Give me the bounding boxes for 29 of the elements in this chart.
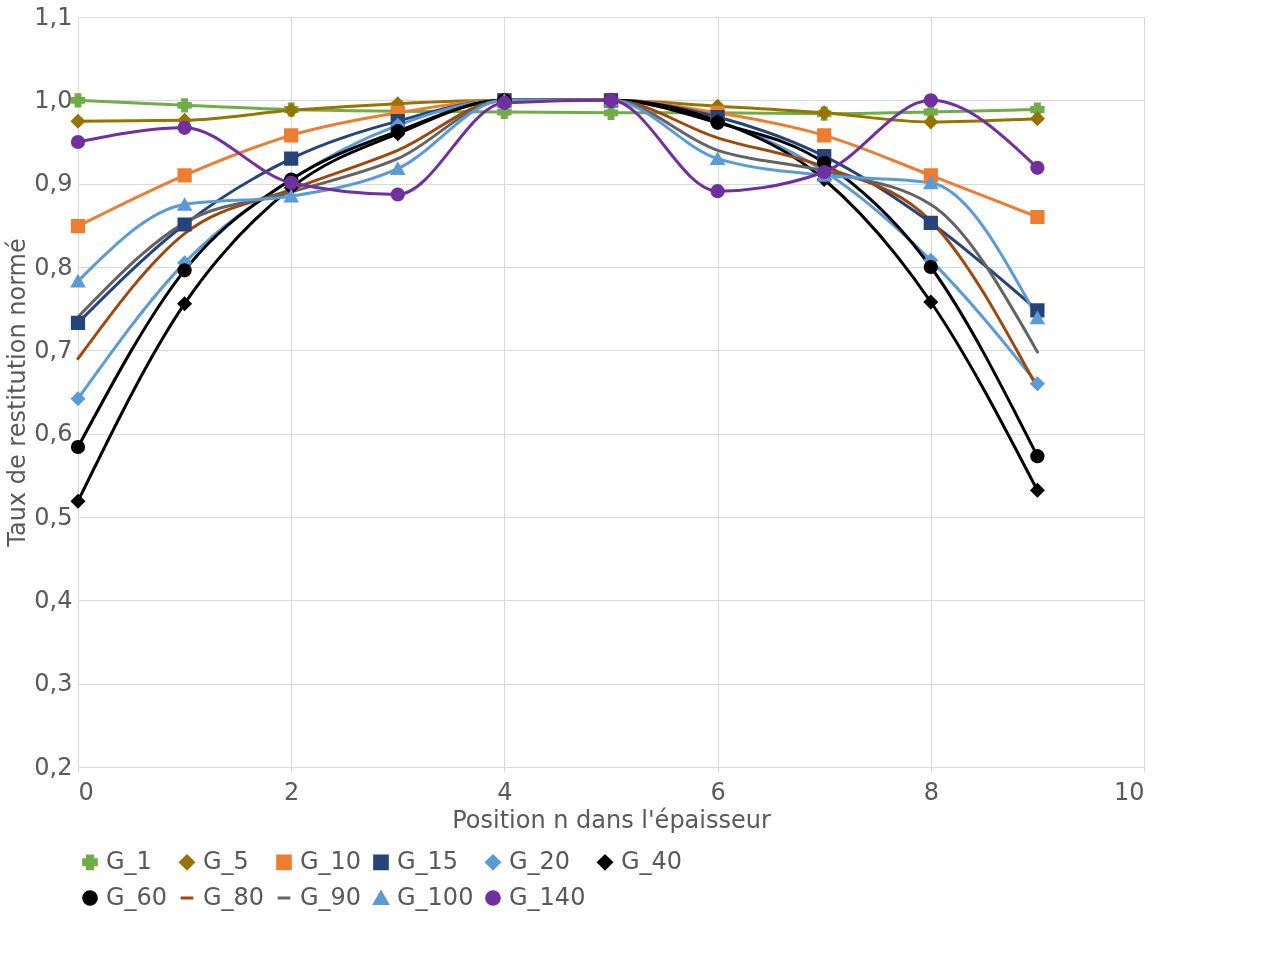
legend-label: G_10 (300, 847, 362, 876)
y-tick-label: 0,9 (34, 169, 73, 198)
y-axis-title: Taux de restitution normé (3, 238, 32, 548)
x-tick-label: 4 (497, 777, 513, 806)
legend-label: G_100 (397, 883, 474, 911)
x-tick-label: 2 (284, 777, 300, 806)
legend-label: G_80 (203, 883, 265, 911)
y-tick-label: 0,7 (34, 335, 73, 364)
y-tick-label: 0,2 (34, 752, 73, 781)
legend-label: G_5 (203, 847, 249, 876)
legend-label: G_20 (509, 847, 571, 876)
y-tick-label: 1,0 (34, 85, 73, 114)
x-tick-label: 6 (710, 777, 726, 806)
legend-label: G_15 (397, 847, 459, 876)
legend-label: G_140 (509, 883, 586, 911)
y-tick-label: 1,1 (34, 2, 73, 31)
legend-label: G_1 (106, 847, 152, 876)
y-tick-label: 0,3 (34, 669, 73, 698)
legend-label: G_60 (106, 883, 168, 911)
x-tick-label: 10 (1113, 777, 1145, 806)
legend-label: G_40 (621, 847, 683, 876)
y-tick-label: 0,8 (34, 252, 73, 281)
x-tick-label: 0 (78, 777, 94, 806)
y-tick-label: 0,4 (34, 585, 73, 614)
y-tick-label: 0,6 (34, 419, 73, 448)
y-tick-label: 0,5 (34, 502, 73, 531)
x-tick-label: 8 (923, 777, 939, 806)
legend-label: G_90 (300, 883, 362, 911)
x-axis-title: Position n dans l'épaisseur (452, 805, 771, 834)
